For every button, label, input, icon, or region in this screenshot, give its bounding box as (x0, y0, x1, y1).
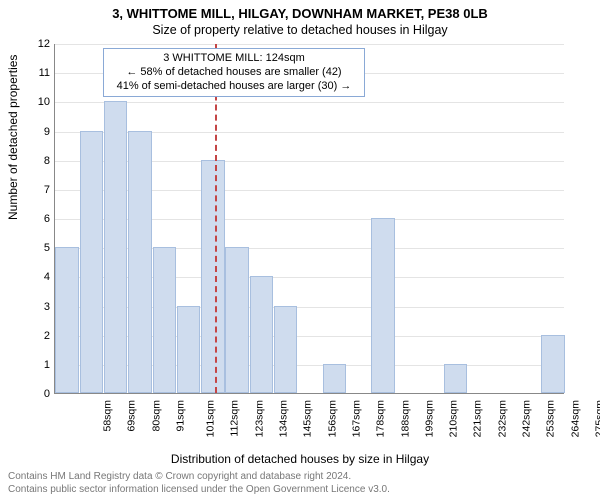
histogram-bar (541, 335, 564, 393)
xtick-label: 178sqm (375, 400, 387, 437)
xtick-label: 242sqm (520, 400, 532, 437)
ytick-label: 0 (30, 388, 50, 400)
histogram-bar (274, 306, 297, 394)
xtick-label: 134sqm (278, 400, 290, 437)
ytick-label: 10 (30, 96, 50, 108)
x-axis-label: Distribution of detached houses by size … (0, 452, 600, 466)
xtick-label: 264sqm (569, 400, 581, 437)
footer-attribution: Contains HM Land Registry data © Crown c… (8, 471, 390, 496)
footer-line2: Contains public sector information licen… (8, 484, 390, 497)
ytick-label: 6 (30, 213, 50, 225)
footer-line1: Contains HM Land Registry data © Crown c… (8, 471, 390, 484)
ytick-label: 4 (30, 271, 50, 283)
annotation-box: 3 WHITTOME MILL: 124sqm ← 58% of detache… (103, 48, 365, 97)
xtick-label: 112sqm (228, 400, 240, 437)
xtick-label: 253sqm (545, 400, 557, 437)
histogram-bar (55, 247, 78, 393)
annotation-line3: 41% of semi-detached houses are larger (… (110, 80, 358, 94)
xtick-label: 275sqm (593, 400, 600, 437)
histogram-bar (201, 160, 224, 393)
xtick-label: 101sqm (205, 400, 217, 437)
histogram-bar (323, 364, 346, 393)
histogram-bar (128, 131, 151, 394)
histogram-bar (250, 276, 273, 393)
ytick-label: 5 (30, 242, 50, 254)
chart-title-main: 3, WHITTOME MILL, HILGAY, DOWNHAM MARKET… (0, 0, 600, 21)
histogram-bar (153, 247, 176, 393)
xtick-label: 199sqm (423, 400, 435, 437)
xtick-label: 58sqm (102, 400, 114, 432)
histogram-bar (80, 131, 103, 394)
ytick-label: 9 (30, 126, 50, 138)
ytick-label: 1 (30, 359, 50, 371)
ytick-label: 3 (30, 301, 50, 313)
xtick-label: 221sqm (472, 400, 484, 437)
y-axis-label: Number of detached properties (6, 55, 20, 220)
xtick-label: 232sqm (496, 400, 508, 437)
xtick-label: 156sqm (326, 400, 338, 437)
ytick-label: 7 (30, 184, 50, 196)
histogram-bar (225, 247, 248, 393)
histogram-bar (104, 101, 127, 393)
xtick-label: 145sqm (302, 400, 314, 437)
xtick-label: 91sqm (175, 400, 187, 432)
xtick-label: 188sqm (399, 400, 411, 437)
xtick-label: 80sqm (150, 400, 162, 432)
histogram-bar (177, 306, 200, 394)
ytick-label: 8 (30, 155, 50, 167)
annotation-line1: 3 WHITTOME MILL: 124sqm (110, 52, 358, 66)
xtick-label: 123sqm (253, 400, 265, 437)
histogram-bar (444, 364, 467, 393)
xtick-label: 69sqm (126, 400, 138, 432)
annotation-line2: ← 58% of detached houses are smaller (42… (110, 66, 358, 80)
ytick-label: 2 (30, 330, 50, 342)
xtick-label: 210sqm (448, 400, 460, 437)
chart-title-sub: Size of property relative to detached ho… (0, 21, 600, 37)
ytick-label: 11 (30, 67, 50, 79)
ytick-label: 12 (30, 38, 50, 50)
histogram-bar (371, 218, 394, 393)
xtick-label: 167sqm (350, 400, 362, 437)
